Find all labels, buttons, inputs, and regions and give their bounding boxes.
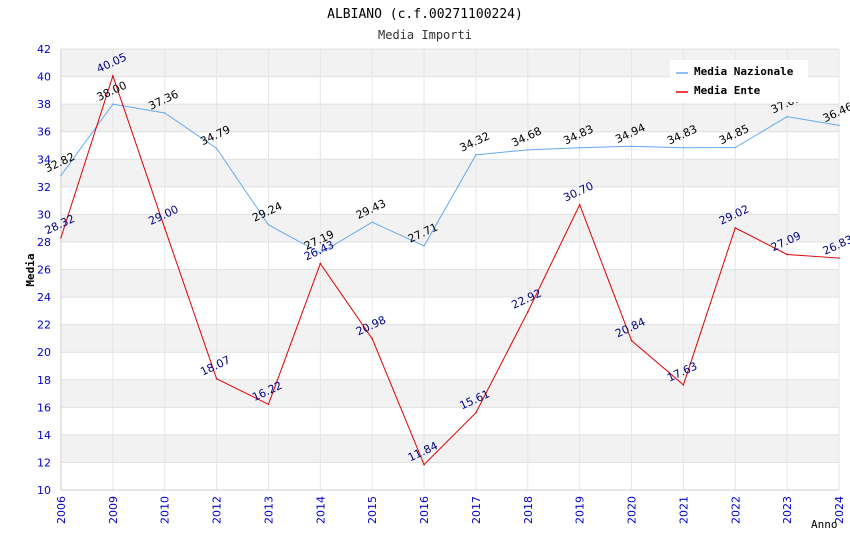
point-nazionale: [682, 147, 685, 149]
point-nazionale: [527, 149, 529, 151]
point-nazionale: [423, 245, 425, 247]
point-nazionale: [786, 115, 788, 118]
x-tick-label: 2021: [677, 496, 690, 524]
point-ente: [371, 337, 374, 340]
point-nazionale: [371, 221, 374, 224]
legend-label-ente: Media Ente: [694, 84, 761, 97]
point-nazionale: [163, 112, 166, 114]
point-ente: [682, 384, 685, 386]
point-ente: [630, 339, 633, 342]
point-nazionale: [838, 124, 840, 127]
point-ente: [112, 75, 114, 77]
grid-band: [61, 214, 839, 242]
point-nazionale: [267, 224, 270, 226]
x-tick-label: 2015: [366, 496, 379, 524]
point-nazionale: [319, 252, 322, 254]
grid-lines: [60, 48, 840, 491]
y-tick-label: 16: [37, 401, 51, 414]
y-tick-label: 42: [37, 43, 51, 56]
point-nazionale: [112, 103, 114, 105]
series-line-nazionale: [60, 103, 840, 254]
point-nazionale: [215, 147, 218, 150]
x-axis-label: Anno: [811, 518, 838, 531]
x-tick-label: 2023: [781, 496, 794, 524]
chart-title: ALBIANO (c.f.00271100224): [327, 7, 523, 22]
point-ente: [215, 377, 218, 380]
y-tick-label: 28: [37, 236, 51, 249]
y-tick-label: 32: [37, 181, 51, 194]
chart-subtitle: Media Importi: [378, 28, 472, 42]
point-nazionale: [630, 145, 633, 148]
point-ente: [423, 463, 425, 466]
x-tick-label: 2016: [418, 496, 431, 524]
x-tick-label: 2018: [522, 496, 535, 524]
grid-band: [61, 131, 839, 160]
legend-box: [670, 60, 808, 102]
series-line-ente: [60, 74, 840, 466]
grid-bands: [61, 49, 839, 490]
grid-band: [61, 159, 839, 187]
x-tick-label: 2013: [262, 496, 275, 524]
y-tick-label: 12: [37, 456, 51, 469]
point-nazionale: [60, 174, 62, 177]
y-tick-label: 14: [37, 429, 51, 442]
y-tick-label: 38: [37, 98, 51, 111]
y-tick-label: 30: [37, 208, 51, 221]
point-nazionale: [734, 146, 737, 149]
y-tick-label: 20: [37, 346, 51, 359]
point-nazionale: [475, 154, 477, 156]
x-tick-label: 2012: [211, 496, 224, 524]
x-tick-label: 2020: [626, 496, 639, 524]
y-axis-label: Media: [24, 253, 37, 286]
x-tick-label: 2009: [107, 496, 120, 524]
legend-label-nazionale: Media Nazionale: [694, 65, 794, 78]
point-ente: [475, 411, 477, 414]
y-axis-ticks: 10 12 14 16 18 20 22 24 26 28 30 32 34 36 38 40 42: [37, 43, 51, 497]
grid-band: [61, 434, 839, 463]
point-ente: [267, 403, 270, 406]
point-ente: [319, 262, 322, 265]
point-ente: [163, 227, 166, 229]
x-tick-label: 2006: [55, 496, 68, 524]
point-ente: [734, 227, 737, 229]
point-ente: [578, 203, 581, 206]
x-tick-label: 2014: [314, 496, 327, 524]
grid-band: [61, 352, 839, 380]
x-tick-label: 2024: [833, 496, 846, 524]
x-tick-label: 2022: [729, 496, 742, 524]
grid-band: [61, 297, 839, 325]
grid-band: [61, 324, 839, 353]
legend: Media Nazionale Media Ente: [670, 60, 808, 102]
x-axis-ticks: 2006 2009 2010 2012 2013 2014 2015 2016 2017 2018…: [55, 496, 846, 524]
y-tick-label: 22: [37, 319, 51, 332]
series-lines: [60, 74, 840, 466]
grid-band: [61, 269, 839, 298]
grid-band: [61, 407, 839, 435]
point-ente: [527, 311, 529, 313]
grid-band: [61, 104, 839, 132]
grid-band: [61, 379, 839, 408]
point-ente: [60, 236, 62, 239]
x-tick-label: 2019: [574, 496, 587, 524]
x-tick-label: 2017: [470, 496, 483, 524]
y-tick-label: 36: [37, 126, 51, 139]
y-tick-label: 10: [37, 484, 51, 497]
y-tick-label: 24: [37, 291, 51, 304]
y-tick-label: 40: [37, 71, 51, 84]
x-tick-label: 2010: [159, 496, 172, 524]
point-ente: [838, 257, 840, 259]
point-nazionale: [578, 147, 581, 149]
y-tick-label: 34: [37, 153, 51, 166]
grid-band: [61, 241, 839, 270]
y-tick-label: 18: [37, 374, 51, 387]
grid-band: [61, 462, 839, 490]
y-tick-label: 26: [37, 264, 51, 277]
point-ente: [786, 253, 788, 256]
